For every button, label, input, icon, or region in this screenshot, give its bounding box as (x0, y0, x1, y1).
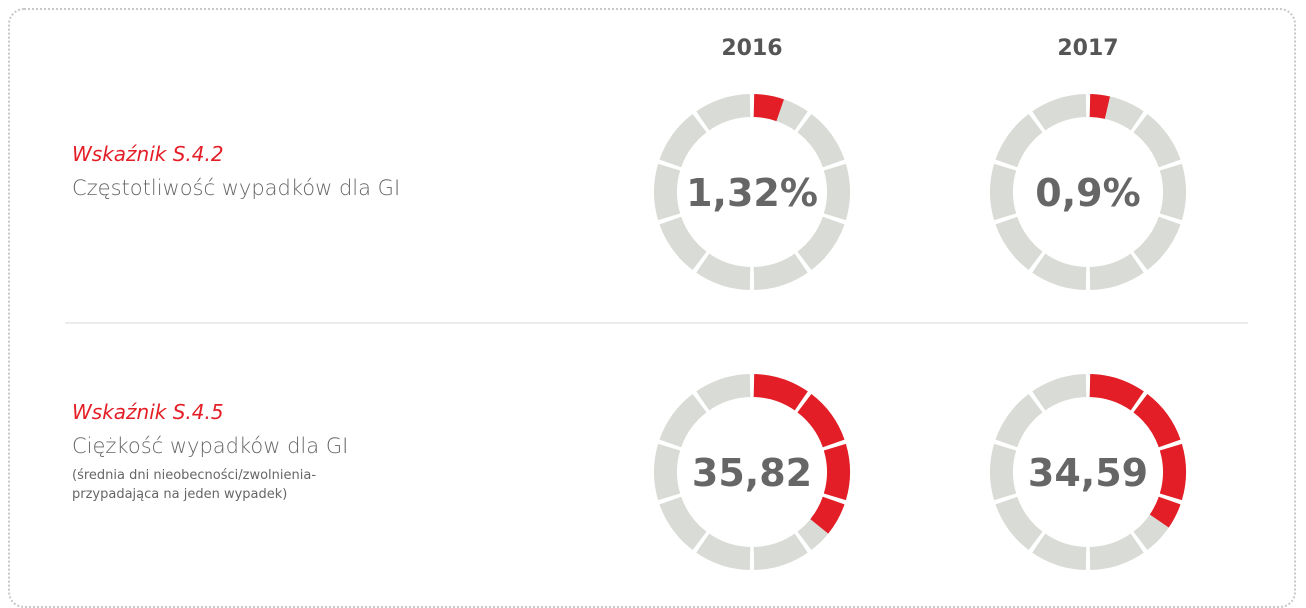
gauge-fill (1133, 394, 1181, 448)
gauge-fill (1159, 443, 1186, 501)
gauge-fill (810, 496, 845, 534)
ring-segment (797, 216, 845, 270)
gauge-value: 1,32% (686, 171, 818, 215)
indicator-note: (średnia dni nieobecności/zwolnienia-prz… (72, 468, 317, 502)
ring-segment (659, 114, 707, 168)
separator (65, 322, 1248, 324)
ring-segment (696, 374, 751, 411)
ring-segment (1133, 216, 1181, 270)
ring-segment (823, 163, 850, 221)
ring-segment (995, 394, 1043, 448)
ring-segment (696, 533, 751, 570)
ring-segment (1089, 253, 1144, 290)
ring-segment (1133, 114, 1181, 168)
ring-segment (659, 216, 707, 270)
indicator-code: Wskaźnik S.4.5 (72, 400, 224, 424)
ring-segment (990, 163, 1017, 221)
ring-segment (1032, 374, 1087, 411)
ring-segment (995, 496, 1043, 550)
ring-segment (654, 443, 681, 501)
ring-segment (1159, 163, 1186, 221)
gauge-fill (797, 394, 845, 448)
ring-segment (1032, 533, 1087, 570)
ring-segment (797, 114, 845, 168)
gauge-fill (823, 443, 850, 501)
ring-segment (1032, 94, 1087, 131)
indicator-name: Ciężkość wypadków dla GI (72, 434, 349, 458)
ring-segment (995, 216, 1043, 270)
ring-segment (995, 114, 1043, 168)
gauge-fill (753, 374, 808, 411)
ring-segment (696, 253, 751, 290)
ring-segment (990, 443, 1017, 501)
gauge-fill (1089, 374, 1144, 411)
gauge-fill (1149, 496, 1181, 528)
ring-segment (1032, 253, 1087, 290)
ring-segment (753, 533, 808, 570)
gauge-fill (1089, 94, 1110, 119)
ring-segment (696, 94, 751, 131)
ring-segment (654, 163, 681, 221)
indicator-code: Wskaźnik S.4.2 (72, 142, 224, 166)
year-label: 2016 (721, 36, 782, 61)
gauge-value: 34,59 (1028, 451, 1148, 495)
ring-segment (659, 394, 707, 448)
gauge-value: 35,82 (692, 451, 812, 495)
year-label: 2017 (1057, 36, 1118, 61)
gauge-value: 0,9% (1035, 171, 1140, 215)
ring-segment (753, 253, 808, 290)
ring-segment (659, 496, 707, 550)
gauge-fill (753, 94, 784, 122)
indicator-name: Częstotliwość wypadków dla GI (72, 176, 401, 200)
ring-segment (1089, 533, 1144, 570)
